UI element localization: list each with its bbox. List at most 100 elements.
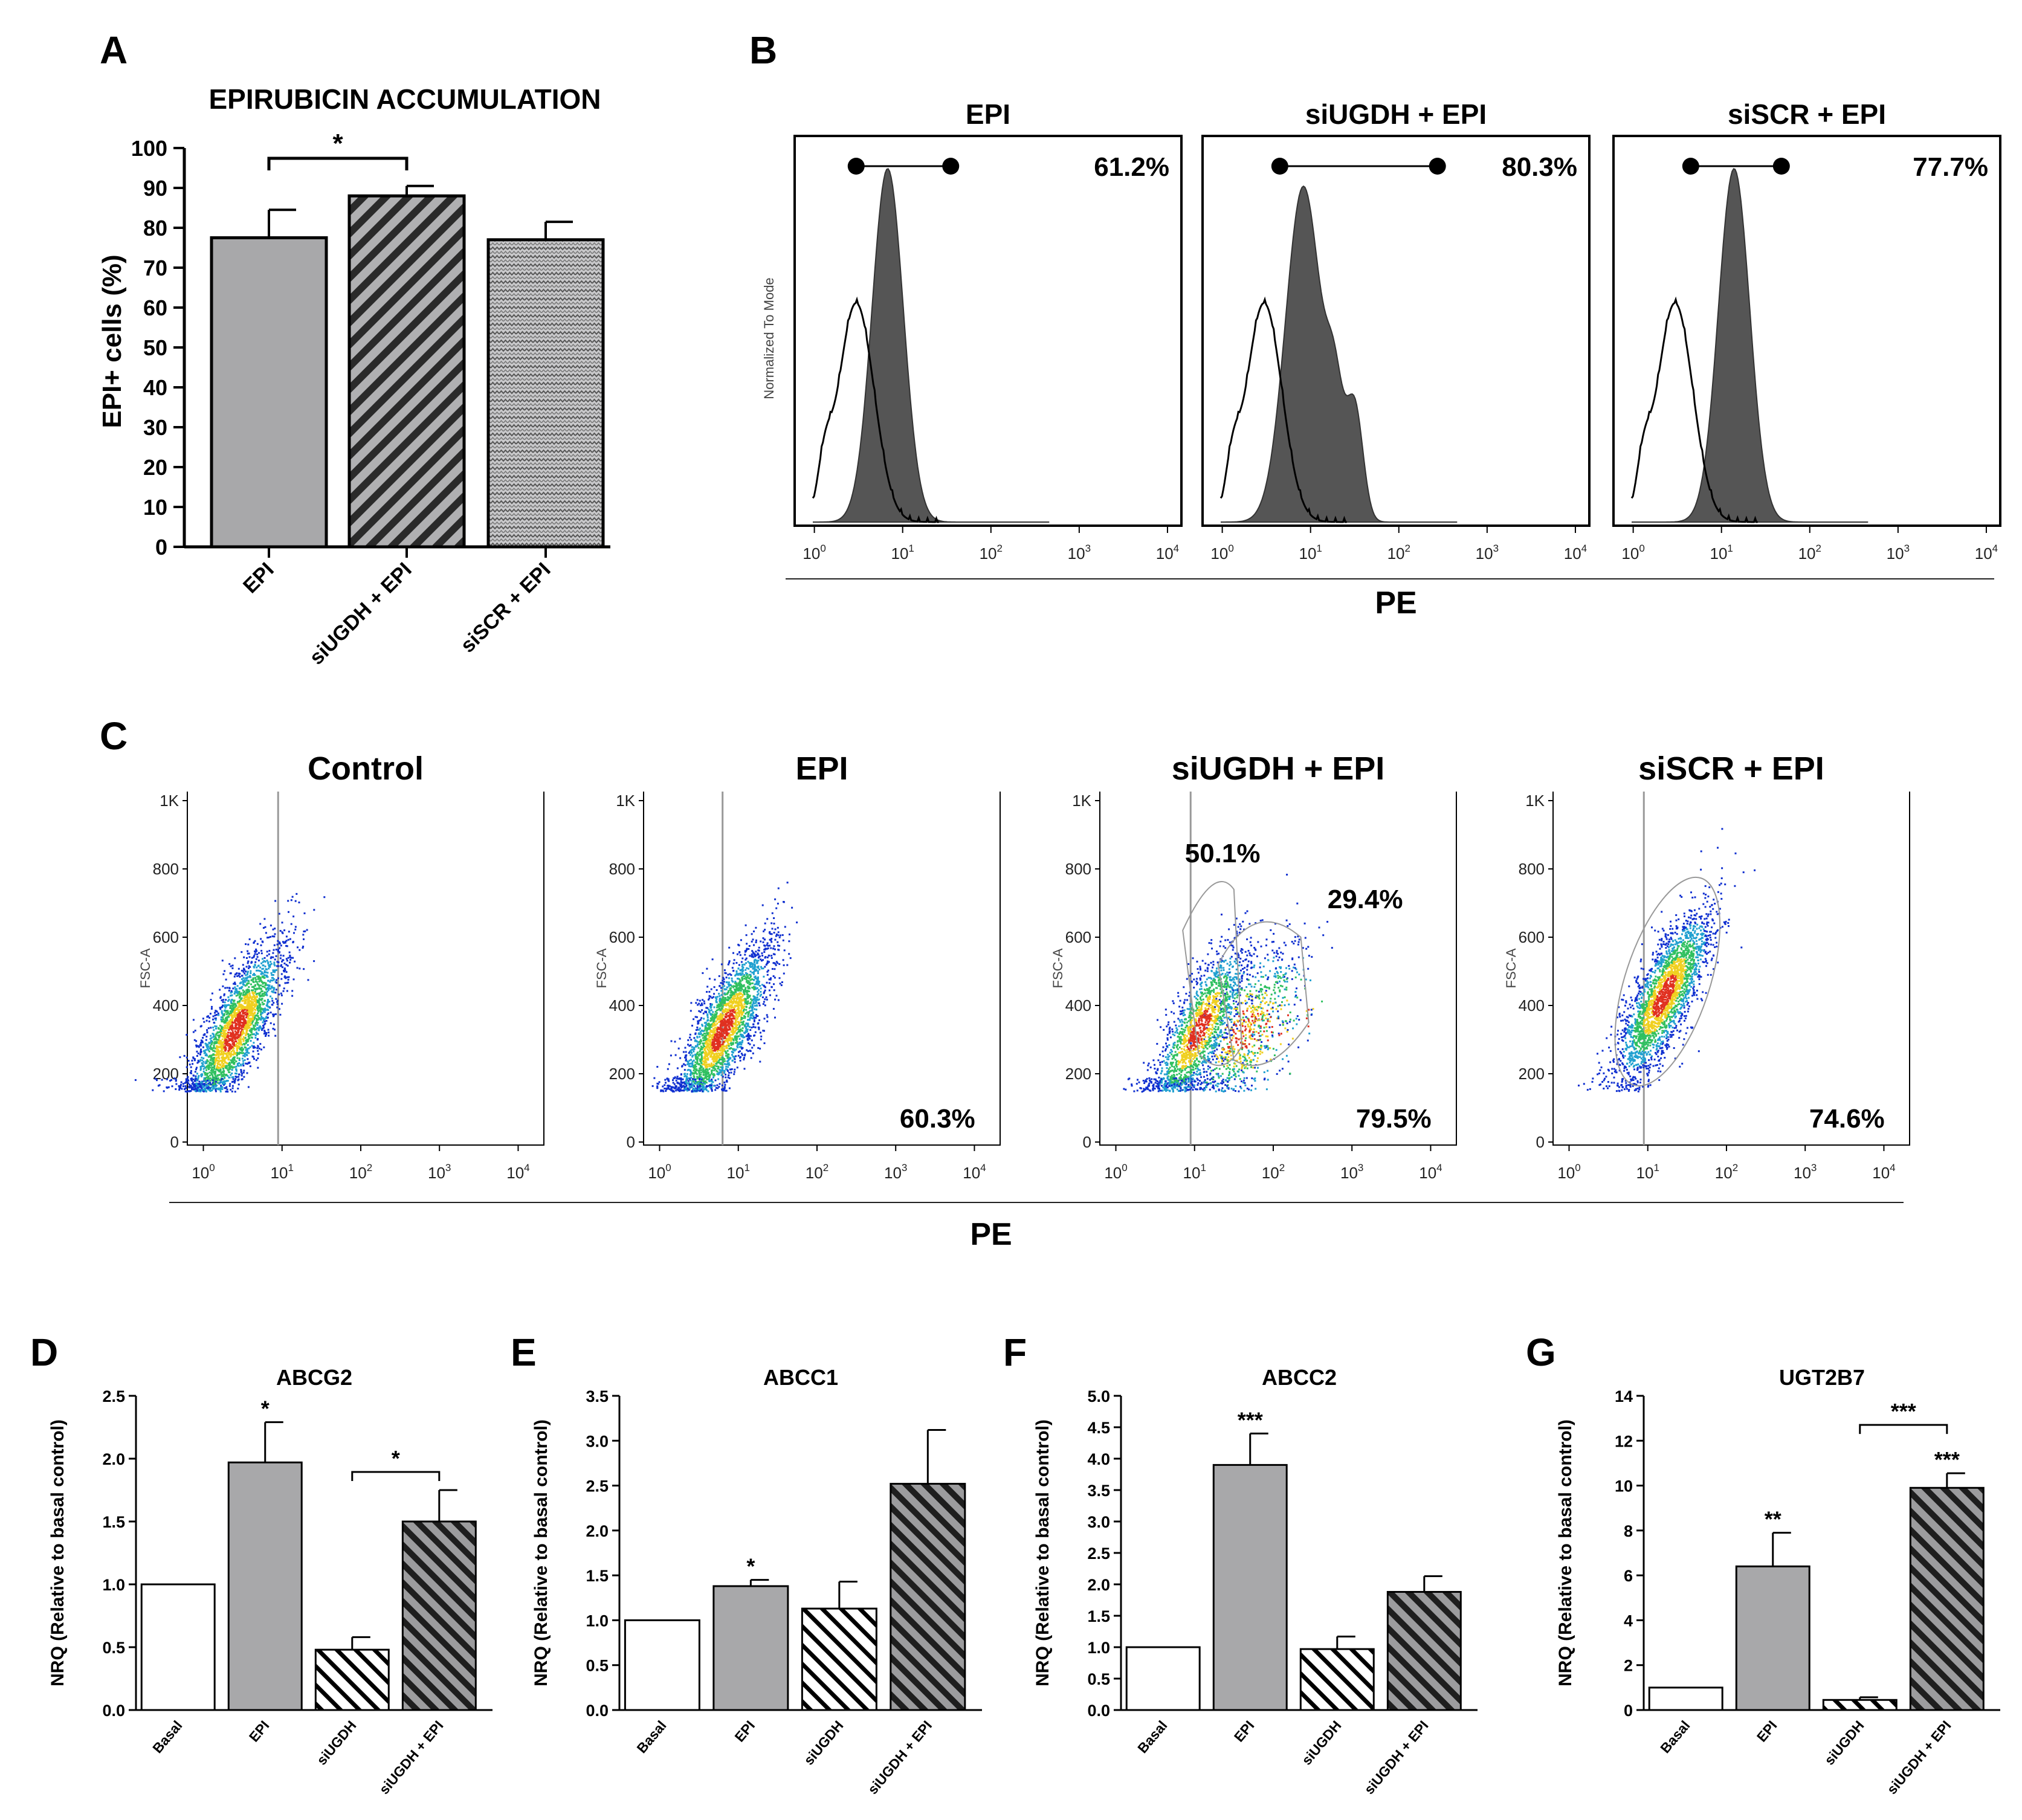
c-scatter-point [703,1030,706,1032]
c-scatter-point [248,1052,250,1054]
c-scatter-point [731,1060,734,1062]
c-scatter-point [722,976,725,979]
c-scatter-point [217,1012,219,1015]
c-scatter-point [222,985,224,987]
c-scatter-point [741,1054,744,1056]
c-scatter-point [255,1059,257,1061]
c-scatter-point [740,1046,742,1048]
c-scatter-point [216,1075,219,1077]
c-scatter-point [222,1050,225,1053]
c-scatter-point [731,1004,733,1007]
c-scatter-point [769,931,771,933]
c-scatter-point [717,1065,720,1068]
c-scatter-point [745,1022,748,1025]
c-scatter-point [720,994,723,996]
c-scatter-point [202,1060,205,1063]
c-scatter-point [249,1029,251,1031]
c-scatter-point [727,1039,729,1041]
c-scatter-point [700,1047,703,1049]
c-scatter-point [745,988,746,990]
c-scatter-point [203,1077,205,1079]
c-scatter-point [723,1072,726,1074]
c-scatter-point [195,1075,197,1077]
c-scatter-point [711,1047,714,1050]
c-scatter-point [705,1050,707,1053]
c-scatter-point [278,912,280,915]
c-scatter-point [771,928,774,930]
c-scatter-point [679,1057,682,1059]
c-scatter-point [708,990,711,993]
c-scatter-point [228,999,230,1001]
c-scatter-point [221,1086,224,1088]
c-scatter-point [750,1013,752,1015]
c-scatter-point [734,995,736,997]
c-scatter-point [240,1041,242,1044]
c-scatter-point [187,1080,190,1082]
c-scatter-point [771,912,774,914]
c-scatter-point [751,1013,754,1015]
c-scatter-point [244,1011,247,1013]
c-scatter-point [234,1078,237,1080]
c-scatter-point [253,1057,255,1060]
c-scatter-point [746,997,749,999]
c-scatter-point [221,1012,224,1015]
c-scatter-point [718,975,720,977]
c-scatter-point [257,1067,259,1069]
c-scatter-point [237,1034,239,1036]
c-scatter-point [685,1083,688,1085]
c-scatter-point [721,1049,723,1051]
c-scatter-point [740,984,743,986]
c-scatter-point [225,1018,227,1019]
c-scatter-point [245,1042,247,1044]
c-scatter-point [292,978,295,981]
c-scatter-point [796,921,798,924]
c-scatter-point [268,984,271,987]
c-scatter-point [223,1046,225,1048]
a-y-tick-label: 100 [131,136,167,161]
c-scatter-point [225,1047,227,1049]
c-scatter-point [748,962,751,964]
c-scatter-point [749,1037,751,1040]
c-scatter-point [269,964,271,966]
c-scatter-point [710,1083,712,1085]
c-scatter-point [225,1013,228,1016]
c-scatter-point [700,1048,702,1050]
c-scatter-point [774,938,777,941]
c-scatter-point [244,990,246,993]
c-scatter-point [751,966,754,968]
c-scatter-point [766,944,768,946]
c-scatter-point [702,999,704,1001]
c-scatter-point [739,1029,741,1031]
c-scatter-point [260,938,262,940]
c-scatter-point [245,989,248,992]
c-scatter-point [722,1089,725,1092]
c-scatter-point [252,978,254,981]
c-scatter-point [232,1022,234,1024]
c-scatter-point [252,1020,254,1022]
c-scatter-point [267,989,270,992]
b-plot-frame [793,135,1183,527]
c-scatter-point [288,951,291,954]
c-scatter-point [680,1084,682,1086]
c-scatter-point [245,1016,247,1019]
c-scatter-point [254,950,256,952]
c-scatter-point [731,1037,734,1039]
c-scatter-point [728,1087,731,1089]
c-scatter-point [710,1026,712,1028]
c-scatter-point [263,1003,265,1005]
c-scatter-point [277,961,280,963]
c-scatter-point [687,1082,690,1085]
c-scatter-point [217,1059,219,1062]
c-scatter-point [664,1079,667,1081]
c-scatter-point [749,1017,751,1019]
c-scatter-point [700,1029,703,1031]
c-scatter-point [728,977,730,979]
c-scatter-point [210,1083,212,1086]
c-scatter-point [218,1057,221,1060]
c-scatter-point [246,982,248,984]
c-scatter-point [268,1001,271,1003]
c-scatter-point [273,961,276,964]
c-scatter-point [755,1001,757,1003]
c-scatter-point [274,1013,277,1015]
c-scatter-point [702,1047,704,1049]
